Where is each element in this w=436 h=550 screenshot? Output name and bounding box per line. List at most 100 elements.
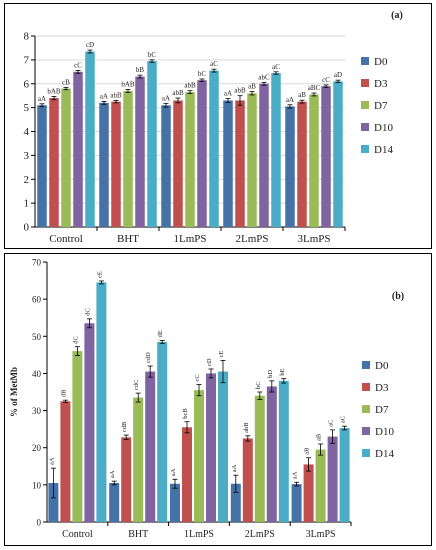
data-label: aA bbox=[170, 468, 177, 476]
data-label: dC bbox=[84, 308, 91, 316]
bar bbox=[121, 437, 132, 522]
y-tick-label: 30 bbox=[32, 406, 42, 416]
data-label: cE bbox=[218, 351, 225, 358]
y-tick-label: 4 bbox=[24, 126, 30, 138]
data-label: aC bbox=[272, 63, 280, 71]
data-label: bcB bbox=[182, 408, 189, 419]
bar bbox=[321, 86, 331, 227]
data-label: abB bbox=[172, 89, 184, 97]
data-label: aA bbox=[109, 470, 116, 478]
y-tick-label: 0 bbox=[37, 518, 42, 528]
bar bbox=[291, 484, 302, 522]
x-tick-label: Control bbox=[62, 529, 93, 540]
data-label: abB bbox=[234, 87, 246, 95]
data-label: aA bbox=[162, 94, 170, 102]
bar bbox=[218, 371, 228, 522]
y-tick-label: 50 bbox=[32, 332, 42, 342]
y-tick-label: 40 bbox=[32, 369, 42, 379]
data-label: aC bbox=[340, 416, 347, 423]
bar bbox=[161, 105, 171, 227]
bar bbox=[339, 428, 350, 522]
bar bbox=[170, 483, 180, 522]
bar bbox=[242, 438, 253, 522]
data-label: cB bbox=[62, 78, 70, 86]
y-tick-label: 2 bbox=[24, 174, 30, 186]
data-label: bE bbox=[279, 368, 286, 375]
legend-swatch bbox=[362, 361, 370, 369]
data-label: aB bbox=[316, 433, 323, 441]
data-label: aA bbox=[38, 95, 46, 103]
bar bbox=[209, 70, 219, 228]
y-tick-label: 8 bbox=[24, 31, 30, 43]
bar bbox=[303, 464, 314, 522]
bar bbox=[61, 88, 71, 228]
bar bbox=[157, 341, 168, 522]
data-label: bAB bbox=[121, 80, 135, 88]
bar bbox=[259, 83, 269, 227]
bar bbox=[185, 92, 195, 227]
y-tick-label: 7 bbox=[24, 54, 30, 66]
data-label: cdC bbox=[133, 380, 140, 390]
data-label: dC bbox=[72, 336, 79, 344]
data-label: abB bbox=[243, 422, 250, 433]
y-tick-label: 3 bbox=[24, 150, 30, 162]
bar bbox=[197, 80, 207, 227]
bar bbox=[247, 93, 257, 227]
bar bbox=[37, 105, 47, 227]
legend-label: D10 bbox=[374, 122, 393, 134]
legend-label: D14 bbox=[375, 448, 394, 460]
legend-swatch bbox=[361, 57, 369, 65]
data-label: aA bbox=[100, 92, 108, 100]
panel-label: (b) bbox=[392, 291, 404, 302]
x-tick-label: BHT bbox=[128, 529, 148, 540]
bar bbox=[230, 483, 241, 522]
data-label: bB bbox=[136, 66, 145, 74]
chart-b: 0 10 20 30 40 50 60 70 % of MetMb (b) Control aA dB d… bbox=[9, 258, 404, 541]
data-label: bC bbox=[255, 381, 262, 389]
data-label: bD bbox=[267, 370, 274, 378]
y-tick-label: 20 bbox=[32, 443, 42, 453]
legend-swatch bbox=[361, 79, 369, 87]
data-label: aB bbox=[248, 83, 256, 91]
y-tick-label: 1 bbox=[24, 198, 30, 210]
data-label: abB bbox=[184, 82, 196, 90]
data-label: cD bbox=[86, 41, 94, 49]
bar bbox=[285, 106, 295, 227]
legend-swatch bbox=[362, 427, 370, 435]
data-label: aA bbox=[48, 457, 55, 465]
legend-label: D10 bbox=[375, 426, 394, 438]
legend-label: D0 bbox=[374, 56, 388, 68]
bar bbox=[48, 483, 59, 522]
y-axis-title: % of MetMb bbox=[9, 367, 19, 417]
bar bbox=[60, 401, 71, 522]
bar bbox=[266, 386, 277, 522]
panel-b: 0 10 20 30 40 50 60 70 % of MetMb (b) Control aA dB d… bbox=[4, 253, 432, 546]
bar bbox=[84, 323, 95, 522]
x-tick-label: 3LmPS bbox=[297, 233, 330, 245]
data-label: cC bbox=[74, 61, 82, 69]
y-tick-label: 5 bbox=[24, 102, 30, 114]
legend-label: D14 bbox=[374, 144, 393, 156]
bar bbox=[206, 373, 216, 522]
bar bbox=[309, 94, 319, 228]
data-label: dE bbox=[157, 330, 164, 337]
bar bbox=[297, 101, 307, 227]
data-label: aD bbox=[334, 71, 342, 79]
data-label: aC bbox=[328, 420, 335, 427]
x-tick-label: 1LmPS bbox=[173, 233, 206, 245]
bar bbox=[235, 100, 245, 227]
data-label: cdD bbox=[145, 352, 152, 363]
bar bbox=[73, 71, 83, 227]
x-tick-label: 1LmPS bbox=[184, 529, 214, 540]
y-tick-label: 60 bbox=[32, 295, 42, 305]
data-label: aA bbox=[224, 90, 232, 98]
legend-swatch bbox=[362, 405, 370, 413]
bar bbox=[99, 102, 109, 227]
data-label: aA bbox=[231, 464, 238, 472]
data-label: aC bbox=[210, 60, 218, 68]
bar bbox=[327, 436, 338, 522]
bar bbox=[123, 90, 133, 227]
bar bbox=[96, 282, 107, 522]
bar bbox=[271, 73, 281, 227]
